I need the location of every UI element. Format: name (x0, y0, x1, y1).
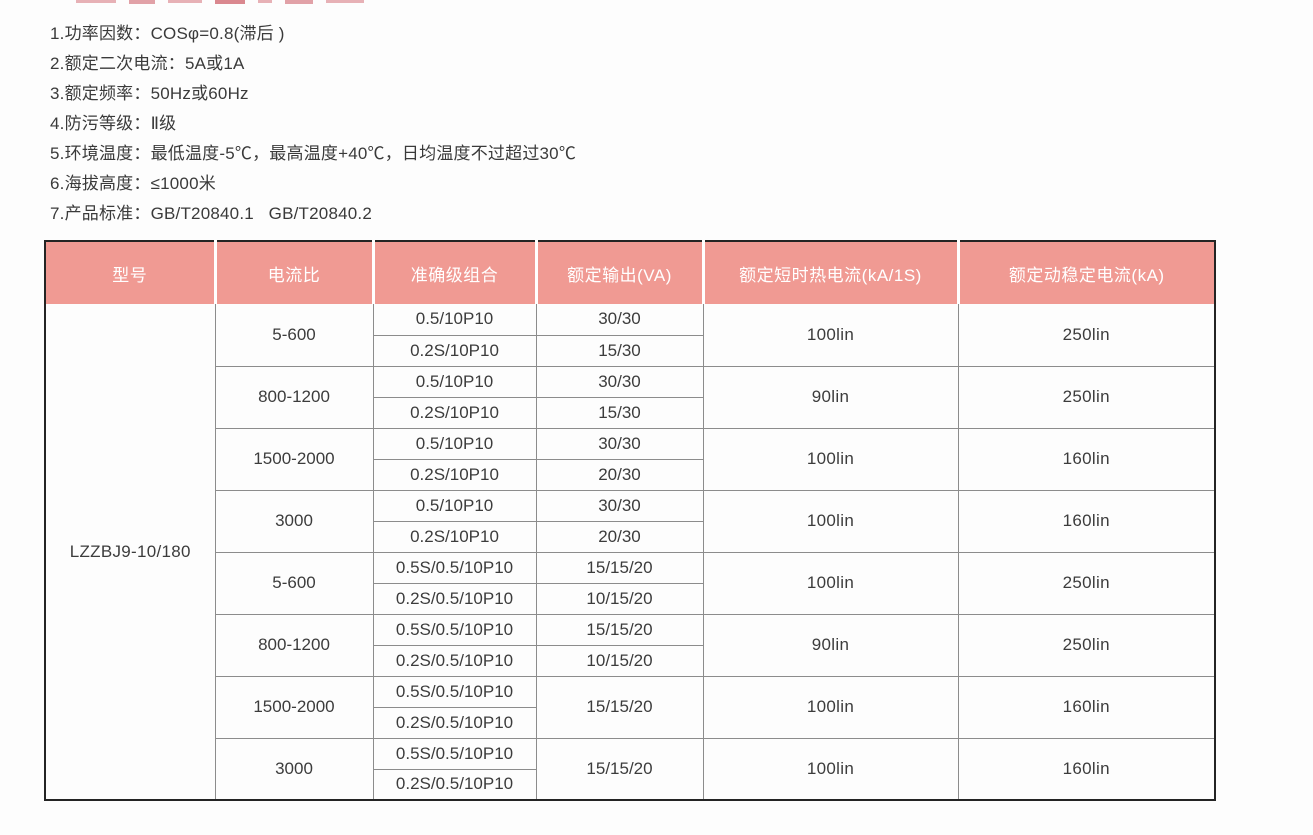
table-row: LZZBJ9-10/180 5-600 0.5/10P10 30/30 100l… (44, 304, 1216, 801)
dynamic-cell: 160lin (957, 675, 1216, 739)
table-row: 1500-2000 0.5/10P10 30/30 100lin 160lin (45, 427, 1216, 491)
output-cell: 30/30 (535, 427, 704, 460)
clipped-red-heading (76, 0, 377, 6)
spec-list: 1.功率因数：COSφ=0.8(滞后 ) 2.额定二次电流：5A或1A 3.额定… (50, 19, 576, 229)
spec-table: 型号 电流比 准确级组合 额定输出(VA) 额定短时热电流(kA/1S) 额定动… (44, 240, 1216, 801)
accuracy-cell: 0.5/10P10 (372, 365, 537, 398)
ratio-cell: 3000 (214, 489, 374, 553)
output-cell: 15/15/20 (535, 675, 704, 739)
accuracy-cell: 0.2S/0.5/10P10 (372, 582, 537, 615)
accuracy-cell: 0.2S/0.5/10P10 (372, 706, 537, 739)
accuracy-cell: 0.2S/0.5/10P10 (372, 644, 537, 677)
header-row: 型号 电流比 准确级组合 额定输出(VA) 额定短时热电流(kA/1S) 额定动… (45, 241, 1215, 304)
output-cell: 20/30 (535, 458, 704, 491)
accuracy-cell: 0.5S/0.5/10P10 (372, 551, 537, 584)
dynamic-cell: 250lin (957, 551, 1216, 615)
table-row: 5-600 0.5S/0.5/10P10 15/15/20 100lin 250… (45, 551, 1216, 615)
dynamic-cell: 160lin (957, 737, 1216, 801)
spec-item-secondary-current: 2.额定二次电流：5A或1A (50, 54, 245, 73)
header-model: 型号 (45, 241, 215, 304)
table-row: 0.2S/0.5/10P10 10/15/20 (45, 582, 1215, 615)
accuracy-cell: 0.5/10P10 (372, 427, 537, 460)
table-row: 0.2S/10P10 20/30 (45, 458, 1215, 491)
ratio-cell: 1500-2000 (214, 675, 374, 739)
header-thermal: 额定短时热电流(kA/1S) (701, 241, 958, 304)
output-cell: 15/30 (535, 396, 704, 429)
accuracy-cell: 0.5/10P10 (372, 489, 537, 522)
output-cell: 30/30 (535, 365, 704, 398)
thermal-cell: 100lin (702, 304, 959, 367)
output-cell: 15/15/20 (535, 737, 704, 801)
thermal-cell: 100lin (702, 489, 959, 553)
table-row: 800-1200 0.5/10P10 30/30 90lin 250lin (45, 365, 1216, 429)
thermal-cell: 100lin (702, 551, 959, 615)
dynamic-cell: 160lin (957, 427, 1216, 491)
output-cell: 10/15/20 (535, 644, 704, 677)
dynamic-cell: 250lin (957, 304, 1216, 367)
spec-item-altitude: 6.海拔高度：≤1000米 (50, 174, 216, 193)
spec-item-frequency: 3.额定频率：50Hz或60Hz (50, 84, 249, 103)
header-ratio: 电流比 (213, 241, 373, 304)
table-row: 0.2S/10P10 20/30 (45, 520, 1215, 553)
model-cell: LZZBJ9-10/180 (44, 304, 216, 801)
ratio-cell: 800-1200 (214, 365, 374, 429)
ratio-cell: 1500-2000 (214, 427, 374, 491)
thermal-cell: 100lin (702, 427, 959, 491)
output-cell: 15/30 (535, 334, 704, 367)
accuracy-cell: 0.2S/10P10 (372, 334, 537, 367)
ratio-cell: 5-600 (214, 551, 374, 615)
output-cell: 20/30 (535, 520, 704, 553)
output-cell: 10/15/20 (535, 582, 704, 615)
accuracy-cell: 0.2S/10P10 (372, 396, 537, 429)
thermal-cell: 90lin (702, 365, 959, 429)
header-dynamic: 额定动稳定电流(kA) (956, 241, 1215, 304)
header-output: 额定输出(VA) (534, 241, 703, 304)
dynamic-cell: 160lin (957, 489, 1216, 553)
table-row: 0.2S/0.5/10P10 (45, 768, 1215, 801)
thermal-cell: 100lin (702, 737, 959, 801)
output-cell: 15/15/20 (535, 551, 704, 584)
ratio-cell: 5-600 (214, 304, 374, 367)
spec-item-pollution-class: 4.防污等级：Ⅱ级 (50, 114, 177, 133)
ratio-cell: 3000 (214, 737, 374, 801)
output-cell: 30/30 (535, 489, 704, 522)
spec-table-container: 型号 电流比 准确级组合 额定输出(VA) 额定短时热电流(kA/1S) 额定动… (44, 240, 1216, 801)
thermal-cell: 100lin (702, 675, 959, 739)
spec-item-ambient-temp: 5.环境温度：最低温度-5℃，最高温度+40℃，日均温度不过超过30℃ (50, 144, 577, 163)
table-row: 0.2S/10P10 15/30 (45, 396, 1215, 429)
table-row: 800-1200 0.5S/0.5/10P10 15/15/20 90lin 2… (45, 613, 1216, 677)
output-cell: 15/15/20 (535, 613, 704, 646)
accuracy-cell: 0.5S/0.5/10P10 (372, 737, 537, 770)
table-row: 3000 0.5S/0.5/10P10 15/15/20 100lin 160l… (45, 737, 1216, 801)
thermal-cell: 90lin (702, 613, 959, 677)
accuracy-cell: 0.2S/10P10 (372, 458, 537, 491)
accuracy-cell: 0.2S/10P10 (372, 520, 537, 553)
accuracy-cell: 0.5S/0.5/10P10 (372, 613, 537, 646)
ratio-cell: 800-1200 (214, 613, 374, 677)
accuracy-cell: 0.5/10P10 (372, 304, 537, 336)
output-cell: 30/30 (535, 304, 704, 336)
table-row: 3000 0.5/10P10 30/30 100lin 160lin (45, 489, 1216, 553)
accuracy-cell: 0.2S/0.5/10P10 (372, 768, 537, 801)
accuracy-cell: 0.5S/0.5/10P10 (372, 675, 537, 708)
table-row: 0.2S/10P10 15/30 (45, 334, 1215, 367)
spec-item-power-factor: 1.功率因数：COSφ=0.8(滞后 ) (50, 24, 285, 43)
table-row: 0.2S/0.5/10P10 (45, 706, 1215, 739)
spec-item-standard: 7.产品标准：GB/T20840.1 GB/T20840.2 (50, 204, 372, 223)
dynamic-cell: 250lin (957, 613, 1216, 677)
dynamic-cell: 250lin (957, 365, 1216, 429)
table-row: 1500-2000 0.5S/0.5/10P10 15/15/20 100lin… (45, 675, 1216, 739)
table-row: 0.2S/0.5/10P10 10/15/20 (45, 644, 1215, 677)
header-accuracy: 准确级组合 (371, 241, 536, 304)
